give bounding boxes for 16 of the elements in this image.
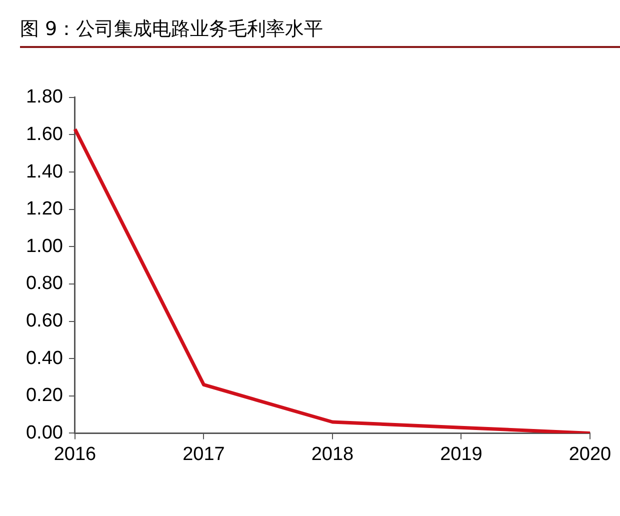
chart-title: 图 9：公司集成电路业务毛利率水平 <box>20 16 620 48</box>
y-tick-label: 0.60 <box>26 310 63 332</box>
y-tick-label: 0.20 <box>26 385 63 406</box>
x-tick-label: 2020 <box>568 444 612 465</box>
x-tick-label: 2016 <box>54 444 96 465</box>
x-tick-label: 2018 <box>311 444 354 465</box>
y-tick-label: 0.40 <box>26 348 63 369</box>
x-tick-label: 2019 <box>440 444 482 465</box>
y-tick-label: 1.80 <box>26 86 63 108</box>
x-tick-label: 2017 <box>182 444 225 465</box>
y-tick-label: 1.60 <box>26 124 63 145</box>
y-tick-label: 1.40 <box>26 161 63 182</box>
y-tick-label: 0.80 <box>26 273 63 294</box>
y-tick-label: 1.00 <box>26 236 63 257</box>
y-tick-label: 1.20 <box>26 198 63 220</box>
y-tick-label: 0.00 <box>26 422 63 444</box>
